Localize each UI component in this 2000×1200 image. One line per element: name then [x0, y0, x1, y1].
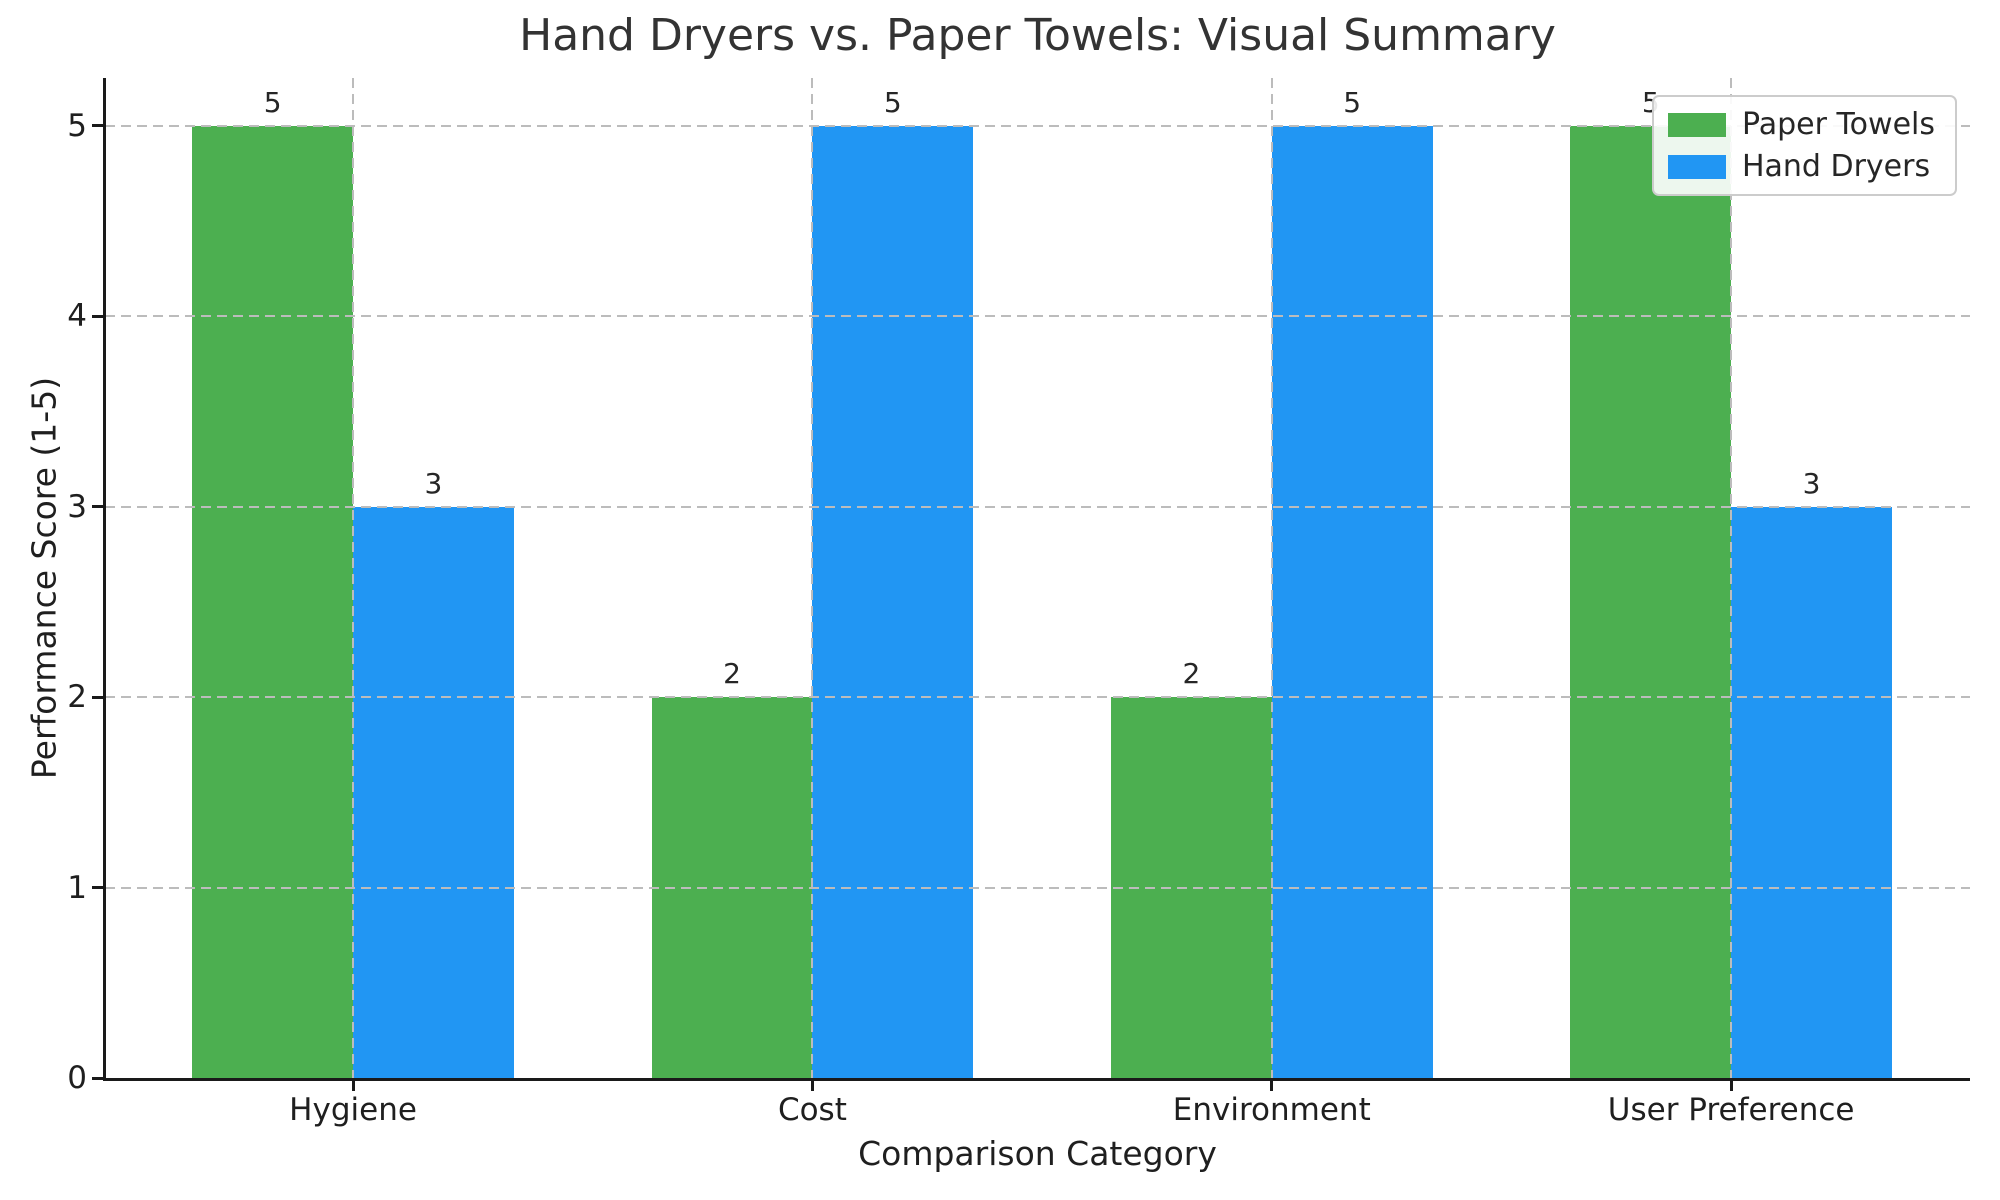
- legend-item-paper-towels: Paper Towels: [1667, 107, 1935, 142]
- y-tick-mark: [92, 124, 105, 128]
- x-tick-mark: [1270, 1081, 1274, 1091]
- legend-swatch-hand-dryers: [1667, 154, 1726, 179]
- x-axis-spine: [103, 1078, 1970, 1081]
- bar-value-label: 5: [263, 85, 282, 119]
- y-tick-mark: [92, 505, 105, 509]
- y-axis-spine: [103, 78, 106, 1081]
- y-gridline: [105, 124, 1970, 127]
- bar-value-label: 2: [723, 657, 741, 691]
- y-gridline: [105, 696, 1970, 699]
- x-gridline: [811, 78, 814, 1078]
- y-tick-label: 3: [67, 488, 87, 525]
- bar-value-label: 5: [883, 85, 902, 119]
- bar-value-label: 3: [1802, 466, 1821, 500]
- y-tick-label: 5: [67, 107, 87, 144]
- y-tick-mark: [92, 314, 105, 318]
- bar-paper-towels-hygiene: [192, 125, 354, 1078]
- bar-hand-dryers-hygiene: [353, 506, 514, 1078]
- bar-value-label: 5: [1343, 85, 1362, 119]
- x-gridline: [1270, 78, 1273, 1078]
- chart-title: Hand Dryers vs. Paper Towels: Visual Sum…: [519, 10, 1556, 61]
- y-tick-mark: [92, 1076, 105, 1080]
- y-tick-mark: [92, 886, 105, 890]
- x-tick-mark: [1729, 1081, 1733, 1091]
- bar-hand-dryers-cost: [812, 125, 974, 1078]
- x-tick-label-user-preference: User Preference: [1607, 1092, 1855, 1128]
- y-gridline: [105, 886, 1970, 889]
- y-gridline: [105, 505, 1970, 508]
- legend-label-paper-towels: Paper Towels: [1741, 107, 1935, 142]
- x-tick-label-cost: Cost: [777, 1092, 847, 1128]
- x-gridline: [352, 78, 355, 1078]
- legend-label-hand-dryers: Hand Dryers: [1741, 149, 1931, 184]
- bar-value-label: 3: [424, 466, 443, 500]
- bar-paper-towels-user-preference: [1570, 125, 1732, 1078]
- plot-area: 5 2 2 5 3 5 5 3 0 1 2 3 4 5 Hygiene Cost Environment User…: [67, 78, 1970, 1128]
- legend-item-hand-dryers: Hand Dryers: [1667, 149, 1935, 184]
- bar-hand-dryers-user-preference: [1731, 506, 1892, 1078]
- x-axis-label: Comparison Category: [858, 1134, 1217, 1173]
- x-tick-mark: [810, 1081, 814, 1091]
- y-tick-label: 0: [67, 1060, 87, 1096]
- x-tick-mark: [351, 1081, 355, 1091]
- y-tick-label: 2: [67, 679, 87, 716]
- x-tick-label-hygiene: Hygiene: [289, 1092, 417, 1128]
- x-gridline: [1730, 78, 1733, 1078]
- x-tick-label-environment: Environment: [1172, 1092, 1371, 1128]
- y-tick-label: 4: [67, 298, 87, 335]
- y-axis-label: Performance Score (1-5): [24, 376, 64, 780]
- legend-swatch-paper-towels: [1667, 112, 1726, 137]
- y-tick-mark: [92, 695, 105, 699]
- bar-hand-dryers-environment: [1271, 125, 1433, 1078]
- legend: Paper Towels Hand Dryers: [1651, 95, 1957, 196]
- y-gridline: [105, 315, 1970, 318]
- bar-value-label: 2: [1182, 657, 1201, 691]
- y-tick-label: 1: [67, 869, 87, 906]
